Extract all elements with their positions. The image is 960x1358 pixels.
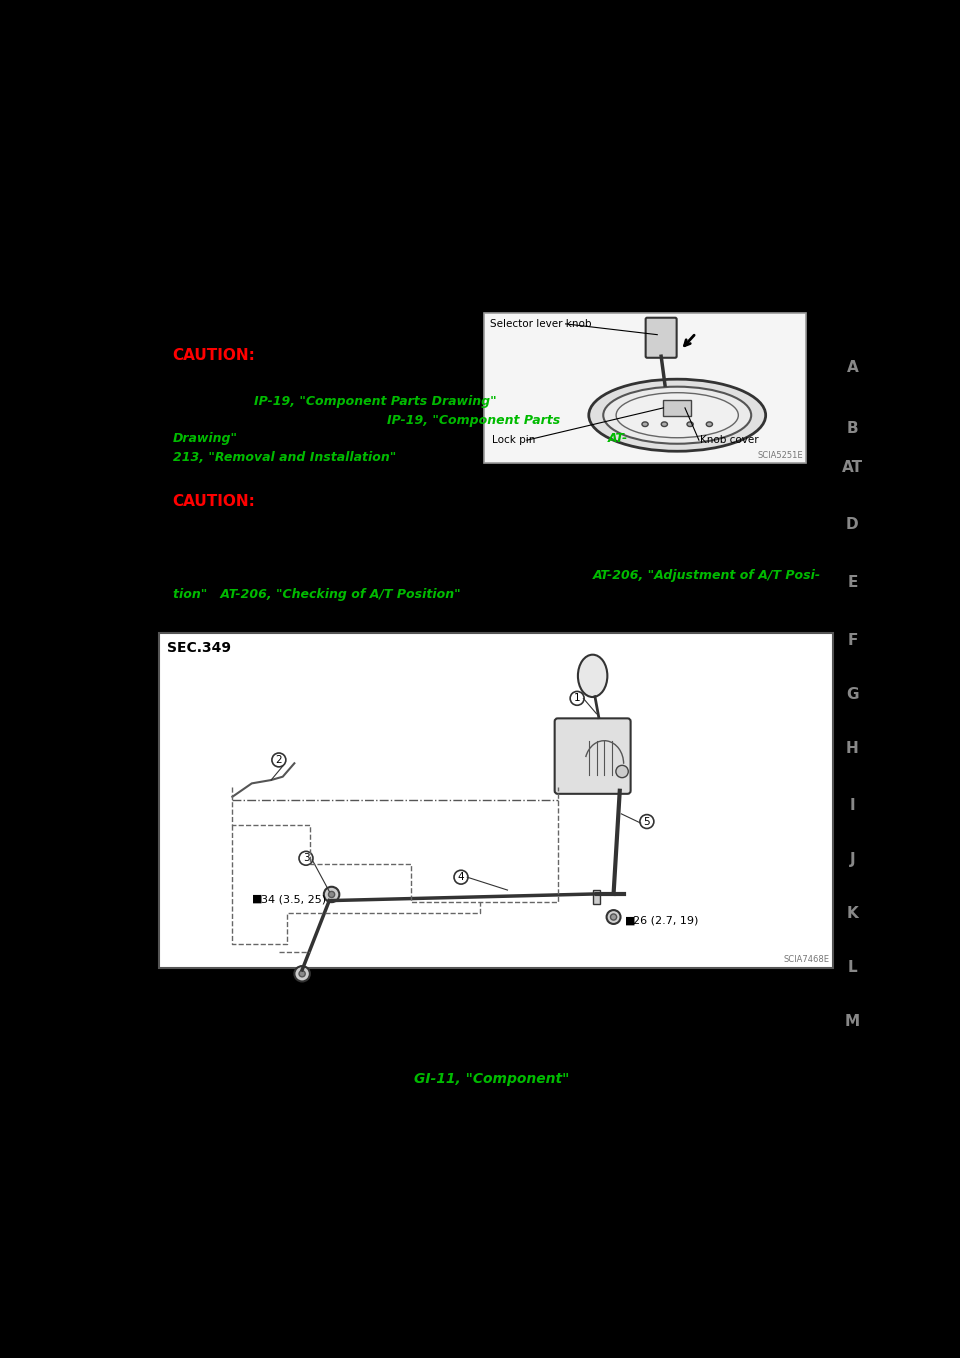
Text: 213, "Removal and Installation": 213, "Removal and Installation"	[173, 451, 396, 463]
Text: Selector lever knob: Selector lever knob	[491, 319, 592, 329]
Bar	[663, 401, 691, 416]
Text: IP-19, "Component Parts Drawing": IP-19, "Component Parts Drawing"	[254, 395, 496, 409]
Ellipse shape	[578, 655, 608, 697]
Circle shape	[640, 815, 654, 828]
Text: AT-206, "Adjustment of A/T Posi-: AT-206, "Adjustment of A/T Posi-	[592, 569, 821, 583]
Text: CAUTION:: CAUTION:	[173, 348, 255, 363]
Text: K: K	[847, 906, 858, 921]
Text: 5: 5	[643, 816, 650, 827]
Circle shape	[607, 910, 620, 923]
Circle shape	[299, 971, 305, 976]
FancyBboxPatch shape	[555, 718, 631, 794]
Ellipse shape	[687, 422, 693, 426]
Ellipse shape	[661, 422, 667, 426]
Text: Knob cover: Knob cover	[701, 435, 759, 445]
Circle shape	[272, 752, 286, 767]
Text: CAUTION:: CAUTION:	[173, 494, 255, 509]
Text: H: H	[846, 740, 859, 755]
Ellipse shape	[603, 387, 751, 444]
Text: AT-: AT-	[609, 432, 629, 445]
Text: M: M	[845, 1014, 860, 1029]
Text: ■: ■	[625, 915, 636, 926]
Text: Drawing": Drawing"	[173, 432, 238, 445]
Text: E: E	[847, 574, 857, 591]
Circle shape	[328, 891, 335, 898]
Text: SCIA5251E: SCIA5251E	[757, 451, 803, 460]
Text: 4: 4	[458, 872, 465, 883]
Text: 26 (2.7, 19): 26 (2.7, 19)	[633, 915, 698, 926]
Ellipse shape	[616, 392, 738, 437]
Ellipse shape	[588, 379, 766, 451]
Text: 1: 1	[574, 694, 581, 703]
Text: 34 (3.5, 25): 34 (3.5, 25)	[261, 894, 326, 904]
Ellipse shape	[642, 422, 648, 426]
Text: I: I	[850, 799, 855, 813]
Circle shape	[324, 887, 339, 902]
Circle shape	[299, 851, 313, 865]
Text: 3: 3	[302, 853, 309, 864]
Text: IP-19, "Component Parts: IP-19, "Component Parts	[388, 414, 561, 428]
Circle shape	[570, 691, 584, 705]
Circle shape	[295, 966, 310, 982]
Circle shape	[454, 870, 468, 884]
Text: ■: ■	[252, 894, 262, 904]
Circle shape	[616, 766, 628, 778]
Text: B: B	[847, 421, 858, 436]
Text: SEC.349: SEC.349	[166, 641, 230, 655]
Text: D: D	[846, 517, 858, 532]
FancyBboxPatch shape	[646, 318, 677, 357]
Text: 2: 2	[276, 755, 282, 765]
Text: A: A	[847, 360, 858, 375]
Text: tion"   AT-206, "Checking of A/T Position": tion" AT-206, "Checking of A/T Position"	[173, 588, 461, 600]
Text: G: G	[846, 687, 858, 702]
Text: L: L	[848, 960, 857, 975]
Bar	[592, 889, 600, 904]
Bar	[158, 633, 833, 968]
Text: AT: AT	[842, 459, 863, 474]
Text: Lock pin: Lock pin	[492, 435, 536, 445]
Text: GI-11, "Component": GI-11, "Component"	[415, 1073, 569, 1086]
Text: F: F	[847, 633, 857, 648]
Ellipse shape	[707, 422, 712, 426]
Circle shape	[611, 914, 616, 921]
Text: J: J	[850, 853, 855, 868]
Text: SCIA7468E: SCIA7468E	[783, 955, 829, 964]
Bar	[484, 314, 805, 463]
